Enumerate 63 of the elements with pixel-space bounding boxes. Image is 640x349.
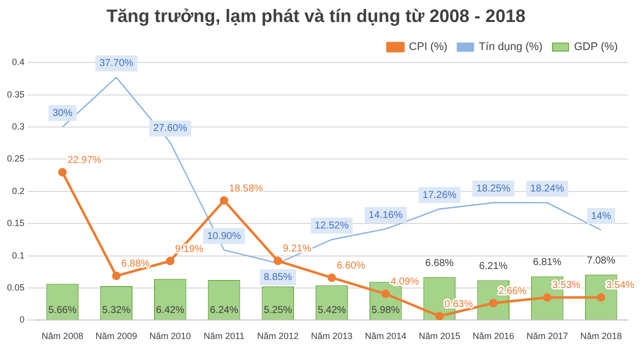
x-tick-label: Năm 2012	[257, 331, 299, 342]
x-tick-label: Năm 2009	[96, 331, 138, 342]
data-label: 37.70%	[99, 58, 134, 70]
data-label: 6.21%	[479, 260, 508, 272]
x-tick-label: Năm 2017	[526, 331, 568, 342]
x-tick-label: Năm 2016	[472, 331, 514, 342]
point	[58, 168, 67, 177]
x-tick-label: Năm 2008	[42, 331, 84, 342]
data-label: 7.08%	[586, 255, 616, 266]
x-tick-label: Năm 2013	[310, 331, 353, 342]
chart-title: Tăng trưởng, lạm phát và tín dụng từ 2008 - 2018	[106, 6, 526, 26]
legend-label: CPI (%)	[408, 41, 448, 54]
data-label: 6.60%	[336, 260, 366, 272]
data-label: 9.21%	[282, 244, 312, 255]
data-label: 6.81%	[533, 257, 562, 268]
data-label: 14%	[591, 210, 612, 222]
point	[328, 273, 336, 282]
data-label: 18.25%	[476, 183, 510, 194]
x-tick-label: Năm 2018	[580, 331, 622, 342]
data-label: 6.24%	[210, 304, 238, 316]
data-label: 6.88%	[121, 258, 150, 270]
data-label: 17.26%	[422, 190, 457, 201]
data-label: 5.32%	[102, 304, 131, 316]
y-tick-label: 0	[20, 314, 25, 325]
y-tick-label: 0.3	[12, 121, 25, 132]
y-tick-label: 0.35	[6, 89, 25, 100]
point	[542, 293, 552, 302]
x-tick-label: Năm 2014	[364, 331, 406, 342]
x-tick-label: Năm 2011	[204, 331, 244, 342]
legend-label: Tín dụng (%)	[478, 41, 543, 54]
data-label: 6.42%	[156, 304, 184, 316]
y-tick-label: 0.2	[12, 186, 25, 196]
data-label: 30%	[52, 108, 73, 119]
y-tick-label: 0.4	[12, 57, 25, 68]
data-label: 5.42%	[318, 304, 346, 316]
point	[489, 298, 498, 308]
point	[596, 293, 606, 302]
data-label: 5.98%	[371, 304, 400, 316]
point	[435, 312, 444, 320]
data-label: 22.97%	[67, 155, 102, 166]
point	[112, 272, 121, 280]
data-label: 18.58%	[229, 183, 264, 194]
data-label: 27.60%	[153, 123, 188, 134]
point	[220, 196, 228, 205]
data-label: 10.90%	[207, 230, 242, 242]
legend-label: GDP (%)	[574, 41, 618, 54]
data-label: 4.09%	[390, 276, 420, 288]
y-tick-label: 0.15	[6, 218, 25, 228]
data-label: 12.52%	[314, 220, 349, 232]
x-tick-label: Năm 2010	[149, 331, 191, 342]
data-label: 14.16%	[368, 210, 403, 221]
y-tick-label: 0.05	[6, 282, 25, 292]
point	[166, 256, 174, 266]
data-label: 8.85%	[264, 272, 292, 283]
y-tick-label: 0.25	[6, 154, 25, 164]
data-label: 6.68%	[425, 258, 454, 269]
point	[381, 290, 390, 298]
y-tick-label: 0.1	[12, 250, 25, 260]
data-label: 18.24%	[530, 183, 564, 194]
data-label: 5.66%	[48, 304, 77, 316]
x-tick-label: Năm 2015	[418, 331, 460, 342]
point	[274, 256, 282, 266]
data-label: 5.25%	[264, 304, 292, 316]
